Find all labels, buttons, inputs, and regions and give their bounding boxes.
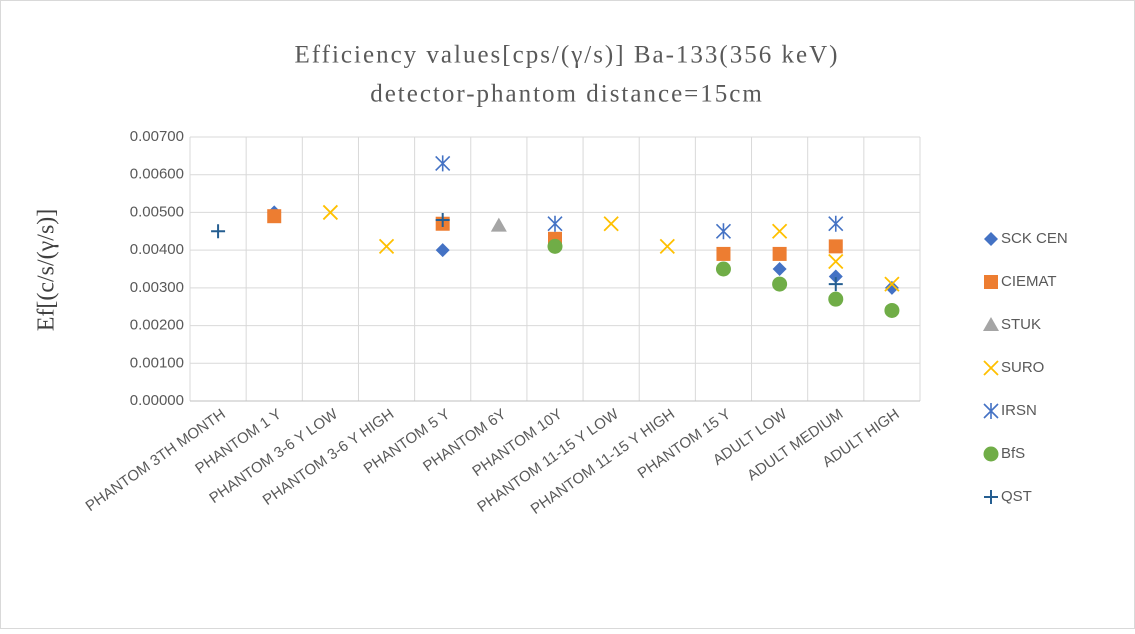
- marker: [828, 291, 844, 307]
- marker: [435, 155, 451, 172]
- marker: [378, 238, 395, 255]
- legend-marker: [984, 490, 998, 504]
- legend-label: BfS: [1001, 445, 1025, 462]
- marker: [828, 269, 843, 284]
- marker: [547, 215, 563, 232]
- legend-label: SCK CEN: [1001, 230, 1068, 247]
- marker: [716, 246, 731, 261]
- y-tick-label: 0.00200: [130, 317, 184, 334]
- marker: [828, 239, 843, 254]
- marker: [771, 223, 788, 239]
- y-tick-label: 0.00500: [130, 203, 184, 220]
- legend-marker: [984, 275, 998, 289]
- marker: [884, 280, 899, 295]
- marker: [547, 238, 563, 254]
- marker: [772, 276, 788, 292]
- chart-subtitle: detector-phantom distance=15cm: [370, 81, 764, 108]
- legend-label: IRSN: [1001, 402, 1037, 419]
- y-tick-label: 0.00000: [130, 392, 184, 409]
- marker: [772, 262, 787, 276]
- marker: [603, 216, 619, 232]
- marker: [884, 276, 900, 292]
- y-tick-label: 0.00600: [130, 166, 184, 183]
- legend-marker: [983, 403, 999, 419]
- y-tick-label: 0.00100: [130, 354, 184, 371]
- legend-label: STUK: [1001, 316, 1041, 333]
- y-tick-label: 0.00400: [130, 241, 184, 258]
- legend-marker: [983, 360, 999, 376]
- chart-title: Efficiency values[cps/(γ/s)] Ba-133(356 …: [295, 42, 840, 69]
- marker: [211, 224, 226, 239]
- marker: [659, 238, 675, 255]
- y-tick-label: 0.00700: [130, 128, 184, 145]
- marker: [828, 253, 844, 270]
- marker: [772, 246, 787, 261]
- legend-label: CIEMAT: [1001, 273, 1057, 290]
- y-tick-label: 0.00300: [130, 279, 184, 296]
- marker: [322, 204, 339, 221]
- marker: [715, 261, 731, 277]
- legend-marker: [983, 446, 999, 462]
- marker: [828, 277, 843, 292]
- marker: [435, 212, 450, 227]
- legend-label: SURO: [1001, 359, 1044, 376]
- marker: [715, 223, 732, 240]
- marker: [884, 302, 900, 318]
- y-axis-label: Ef[(c/s/(γ/s)]: [34, 209, 60, 332]
- marker: [828, 215, 844, 232]
- marker: [435, 243, 450, 258]
- legend-label: QST: [1001, 488, 1032, 505]
- marker: [490, 217, 507, 232]
- legend-marker: [983, 317, 999, 331]
- marker: [267, 209, 282, 224]
- legend-marker: [984, 232, 998, 246]
